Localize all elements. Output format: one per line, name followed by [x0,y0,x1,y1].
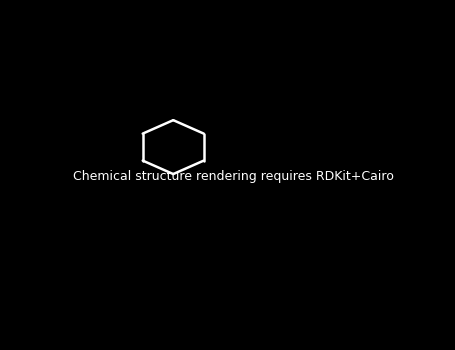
Text: Chemical structure rendering requires RDKit+Cairo: Chemical structure rendering requires RD… [73,170,394,183]
